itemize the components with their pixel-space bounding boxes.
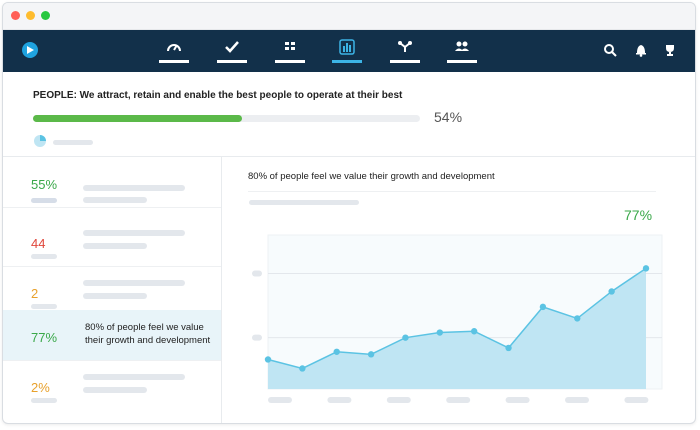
speedometer-icon [167, 44, 181, 52]
metric-row-active[interactable]: 77% 80% of people feel we value their gr… [3, 310, 221, 361]
metric-value: 2% [31, 380, 50, 395]
nav-underline [447, 60, 477, 63]
placeholder-text [31, 254, 57, 259]
x-tick-placeholder [386, 397, 411, 403]
area-fill [268, 268, 646, 389]
placeholder-text [83, 387, 147, 393]
metric-row[interactable]: 55% [3, 157, 221, 208]
nav-underline [275, 60, 305, 63]
x-tick-placeholder [446, 397, 471, 403]
pie-chart-icon[interactable] [33, 134, 47, 148]
chart-panel-title: 80% of people feel we value their growth… [248, 171, 495, 182]
nav-speedometer[interactable] [159, 30, 189, 72]
minimize-window-button[interactable] [26, 11, 35, 20]
placeholder-text [83, 374, 185, 380]
nav-checkmark[interactable] [217, 30, 247, 72]
data-point [505, 344, 512, 352]
placeholder-text [31, 304, 57, 309]
title-bar [3, 3, 695, 30]
objective-progress-fill [33, 115, 242, 122]
metric-value: 77% [31, 330, 58, 345]
maximize-window-button[interactable] [41, 11, 50, 20]
close-window-button[interactable] [11, 11, 20, 20]
metric-value: 55% [31, 177, 58, 192]
nav-underline-active [332, 60, 362, 63]
data-point [299, 365, 306, 372]
data-point [402, 334, 409, 341]
objective-progress-bar [33, 115, 420, 122]
nav-list[interactable] [275, 30, 305, 72]
people-icon [455, 41, 469, 51]
nav-people[interactable] [447, 30, 477, 72]
line-area-chart [252, 234, 663, 403]
placeholder-text [53, 140, 93, 145]
nav-bar-chart[interactable] [332, 30, 362, 72]
series-line [267, 267, 647, 370]
search-icon[interactable] [603, 43, 617, 57]
placeholder-text [83, 280, 185, 286]
metric-description: 80% of people feel we value their growth… [85, 322, 211, 346]
placeholder-text [83, 293, 147, 299]
nav-network[interactable] [390, 30, 420, 72]
metric-value: 2 [31, 286, 39, 301]
objective-title: PEOPLE: We attract, retain and enable th… [33, 90, 403, 101]
y-tick-placeholder [252, 270, 262, 277]
nav-underline [159, 60, 189, 63]
data-point [574, 315, 581, 322]
placeholder-text [83, 185, 185, 191]
trophy-icon[interactable] [663, 43, 677, 57]
x-tick-placeholder [565, 397, 589, 403]
placeholder-text [83, 230, 185, 236]
nav-underline [390, 60, 420, 63]
bar-chart-icon [339, 39, 355, 55]
x-tick-placeholder [624, 397, 649, 403]
chart-percent: 77% [624, 207, 653, 223]
data-point [470, 328, 478, 335]
nav-underline [217, 60, 247, 63]
y-tick-placeholder [252, 334, 262, 341]
data-point [436, 329, 444, 336]
bell-icon[interactable] [634, 43, 648, 57]
metric-value: 44 [31, 236, 46, 251]
placeholder-text [249, 200, 359, 205]
data-point [333, 348, 340, 355]
metric-row[interactable]: 2% [3, 360, 221, 410]
placeholder-text [83, 243, 147, 249]
placeholder-text [31, 398, 57, 403]
metrics-sidebar: 55% 44 2 77% 80% of people feel we value… [3, 157, 222, 423]
top-navbar [3, 30, 695, 72]
app-window: PEOPLE: We attract, retain and enable th… [2, 2, 696, 424]
data-point [642, 265, 650, 272]
data-point [264, 356, 272, 363]
checkmark-icon [225, 41, 239, 53]
x-tick-placeholder [268, 397, 292, 403]
data-point [539, 303, 547, 311]
data-point [367, 351, 375, 358]
data-point [608, 288, 615, 295]
divider [248, 191, 656, 192]
x-tick-placeholder [505, 397, 530, 403]
network-icon [398, 41, 412, 52]
objective-percent: 54% [434, 109, 463, 125]
metric-row[interactable]: 44 [3, 216, 221, 267]
x-tick-placeholder [327, 397, 352, 403]
app-logo-icon[interactable] [22, 42, 38, 58]
objective-header: PEOPLE: We attract, retain and enable th… [3, 72, 695, 157]
chart-panel: 80% of people feel we value their growth… [222, 157, 695, 423]
list-icon [285, 42, 295, 50]
placeholder-text [31, 198, 57, 203]
placeholder-text [83, 197, 147, 203]
